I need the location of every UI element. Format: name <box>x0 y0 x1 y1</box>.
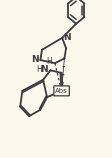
Text: N: N <box>64 33 71 42</box>
Text: H: H <box>36 65 42 74</box>
Text: Abs: Abs <box>55 88 68 94</box>
Text: N: N <box>41 65 48 74</box>
Text: N: N <box>31 55 39 64</box>
FancyBboxPatch shape <box>54 86 69 96</box>
Text: H: H <box>46 57 52 66</box>
